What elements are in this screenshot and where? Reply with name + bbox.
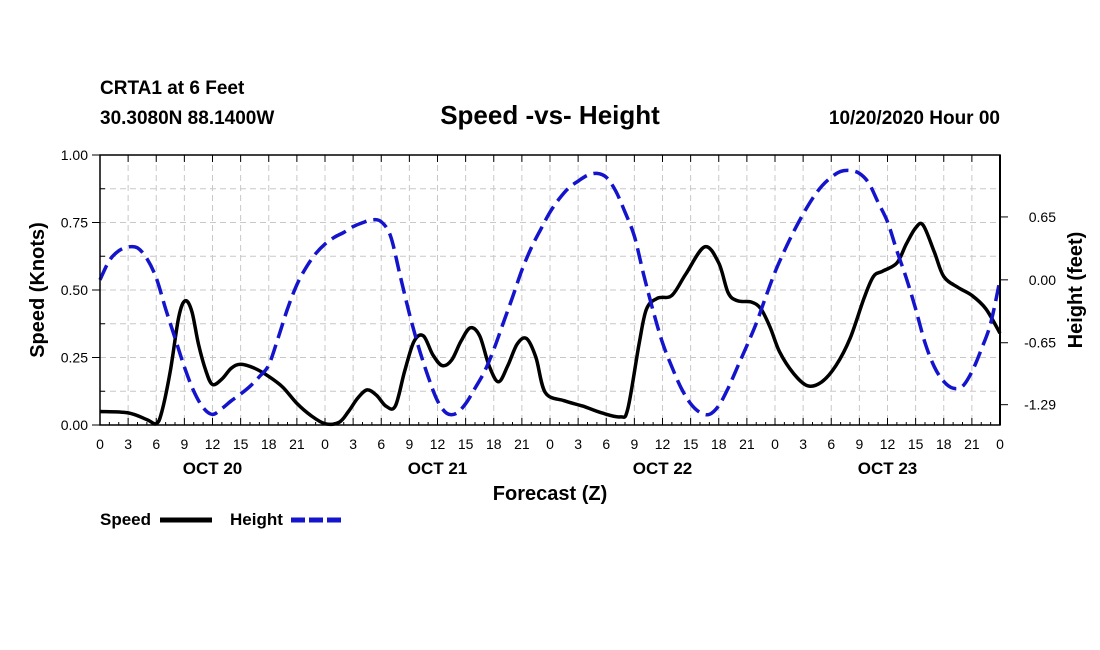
coordinates-label: 30.3080N 88.1400W: [100, 108, 274, 129]
x-tick-label: 15: [233, 436, 249, 452]
x-tick-label: 21: [964, 436, 980, 452]
y-left-axis-title: Speed (Knots): [27, 222, 49, 358]
x-tick-label: 21: [514, 436, 530, 452]
x-tick-label: 15: [458, 436, 474, 452]
x-tick-label: 3: [574, 436, 582, 452]
y-right-tick-label: 0.65: [1029, 209, 1056, 225]
x-tick-label: 9: [405, 436, 413, 452]
y-left-tick-label: 0.50: [61, 282, 88, 298]
x-tick-label: 18: [936, 436, 952, 452]
x-tick-label: 0: [321, 436, 329, 452]
y-right-axis-title: Height (feet): [1065, 232, 1087, 349]
x-tick-label: 6: [377, 436, 385, 452]
y-left-tick-label: 1.00: [61, 147, 88, 163]
day-label: OCT 21: [408, 459, 468, 478]
x-axis-title: Forecast (Z): [493, 483, 607, 505]
y-left-tick-label: 0.00: [61, 417, 88, 433]
day-label: OCT 22: [633, 459, 693, 478]
series-speed-line: [99, 221, 1002, 426]
y-right-tick-label: 0.00: [1029, 272, 1056, 288]
x-tick-label: 9: [630, 436, 638, 452]
grid-lines: [100, 155, 1000, 425]
series-height-line: [98, 168, 1002, 417]
axis-ticks: 0 3 6 9 12 15 18 21 0 3 6 9 12 15 18 21 0 3 6 9 12 15 18 21 0 3 6 9…: [61, 147, 1056, 478]
x-tick-label: 12: [430, 436, 446, 452]
x-tick-label: 9: [180, 436, 188, 452]
x-tick-label: 15: [683, 436, 699, 452]
x-tick-label: 12: [880, 436, 896, 452]
chart-title: Speed -vs- Height: [440, 100, 660, 130]
x-tick-label: 15: [908, 436, 924, 452]
x-tick-label: 6: [602, 436, 610, 452]
x-tick-label: 0: [96, 436, 104, 452]
y-left-tick-label: 0.75: [61, 215, 88, 231]
series-layer: [98, 168, 1002, 426]
legend-speed-label: Speed: [100, 510, 151, 529]
x-tick-label: 18: [711, 436, 727, 452]
legend-height-label: Height: [230, 510, 283, 529]
x-tick-label: 21: [739, 436, 755, 452]
x-tick-label: 0: [546, 436, 554, 452]
x-tick-label: 3: [124, 436, 132, 452]
x-tick-label: 3: [349, 436, 357, 452]
x-tick-label: 18: [261, 436, 277, 452]
x-tick-label: 6: [152, 436, 160, 452]
y-right-tick-label: -0.65: [1024, 335, 1056, 351]
day-label: OCT 20: [183, 459, 243, 478]
y-right-tick-label: -1.29: [1024, 397, 1056, 413]
x-tick-label: 3: [799, 436, 807, 452]
x-tick-label: 0: [771, 436, 779, 452]
x-tick-label: 9: [855, 436, 863, 452]
day-label: OCT 23: [858, 459, 918, 478]
x-tick-label: 0: [996, 436, 1004, 452]
x-tick-label: 21: [289, 436, 305, 452]
x-tick-label: 12: [205, 436, 221, 452]
y-left-tick-label: 0.25: [61, 350, 88, 366]
x-tick-label: 6: [827, 436, 835, 452]
x-tick-label: 18: [486, 436, 502, 452]
station-label: CRTA1 at 6 Feet: [100, 78, 245, 99]
x-tick-label: 12: [655, 436, 671, 452]
run-time-label: 10/20/2020 Hour 00: [829, 108, 1000, 129]
